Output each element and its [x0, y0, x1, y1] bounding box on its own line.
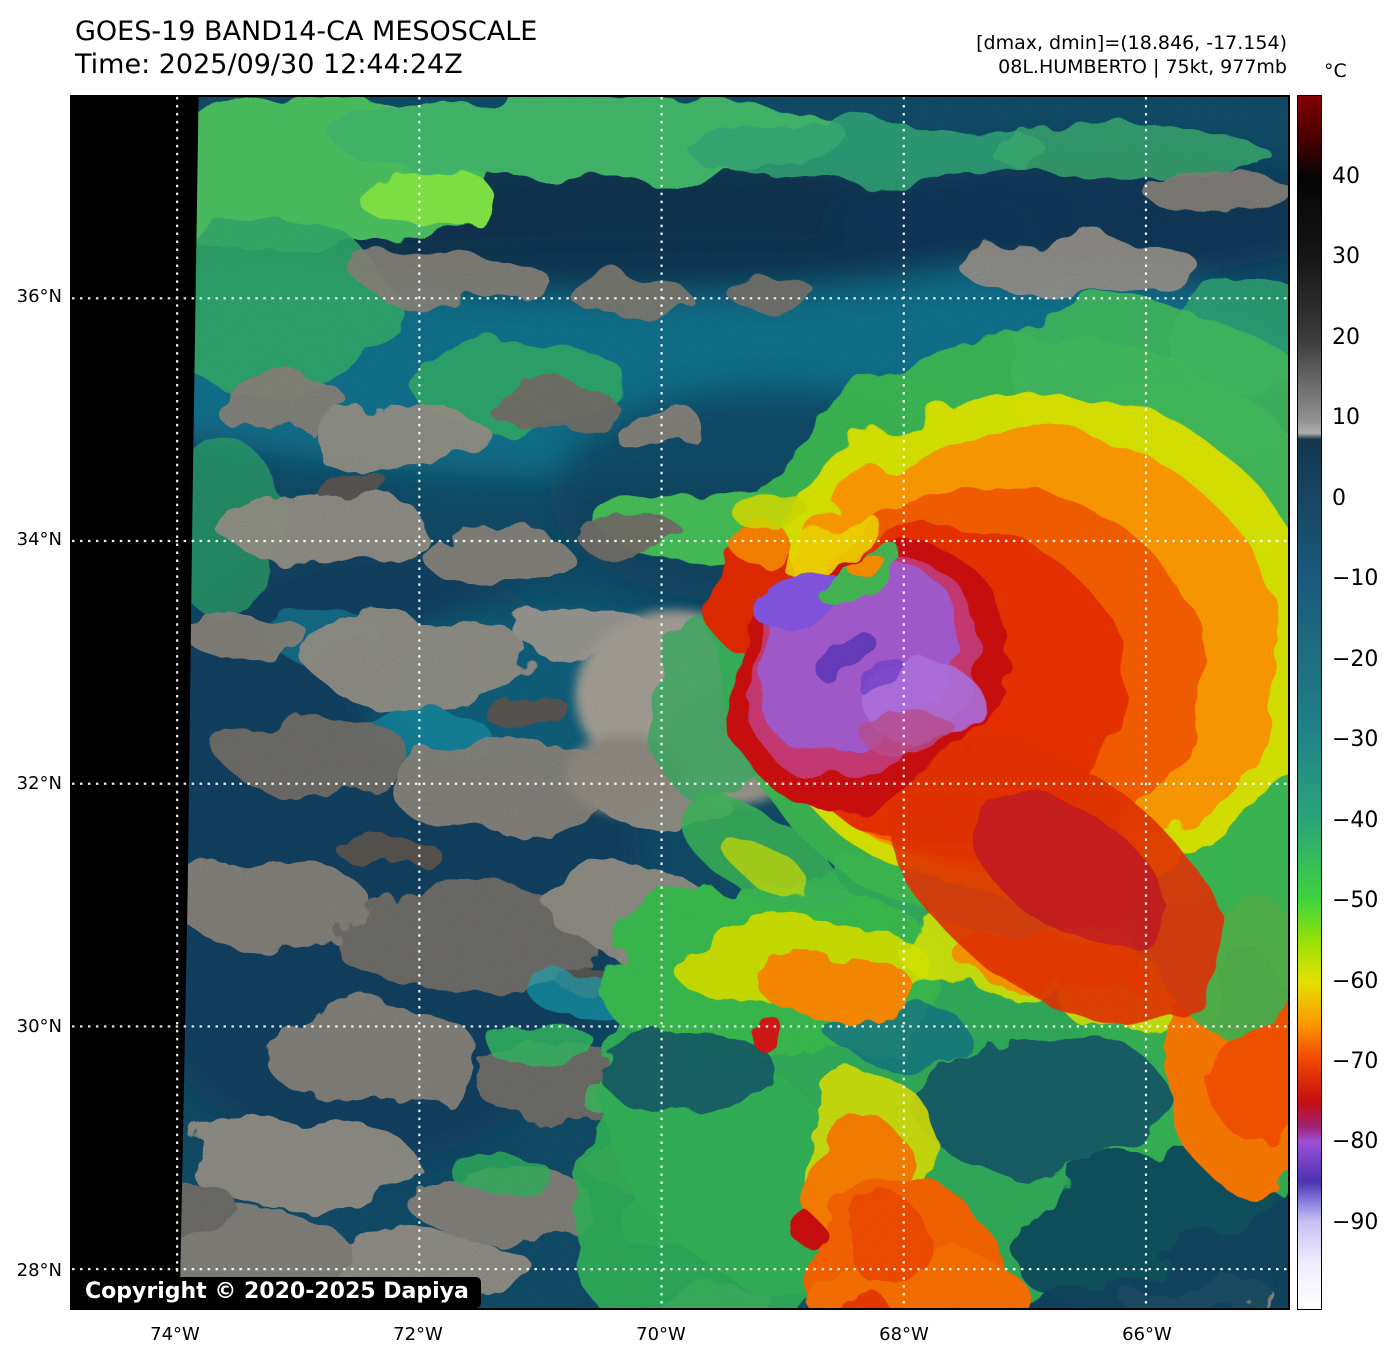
cbar-tick-30: 30	[1332, 244, 1360, 269]
colorbar-unit-label: °C	[1324, 60, 1347, 82]
sensor-grain-overlay	[72, 97, 1288, 1308]
lat-tick-34n: 34°N	[16, 529, 62, 550]
cbar-tick-m20: −20	[1332, 647, 1379, 672]
storm-annotation: 08L.HUMBERTO | 75kt, 977mb	[998, 56, 1287, 78]
cbar-tick-40: 40	[1332, 164, 1360, 189]
cbar-tick-10: 10	[1332, 405, 1360, 430]
lat-tick-30n: 30°N	[16, 1016, 62, 1037]
satellite-map-canvas	[70, 95, 1290, 1310]
cbar-tick-m80: −80	[1332, 1129, 1379, 1154]
cbar-tick-m70: −70	[1332, 1049, 1379, 1074]
cbar-tick-m10: −10	[1332, 566, 1379, 591]
lon-tick-74w: 74°W	[150, 1324, 200, 1345]
cbar-tick-m90: −90	[1332, 1210, 1379, 1235]
lon-tick-70w: 70°W	[636, 1324, 686, 1345]
image-timestamp: Time: 2025/09/30 12:44:24Z	[75, 49, 463, 80]
satellite-image	[72, 97, 1288, 1308]
lat-tick-36n: 36°N	[16, 286, 62, 307]
lat-tick-28n: 28°N	[16, 1260, 62, 1281]
cbar-tick-0: 0	[1332, 486, 1346, 511]
cbar-tick-20: 20	[1332, 325, 1360, 350]
image-title: GOES-19 BAND14-CA MESOSCALE	[75, 16, 538, 47]
cbar-tick-m50: −50	[1332, 888, 1379, 913]
dmax-dmin-annotation: [dmax, dmin]=(18.846, -17.154)	[976, 32, 1287, 54]
no-data-black-strip	[72, 97, 199, 1308]
annotation-block: [dmax, dmin]=(18.846, -17.154) 08L.HUMBE…	[976, 31, 1287, 79]
cbar-tick-m60: −60	[1332, 969, 1379, 994]
colorbar-gradient	[1297, 95, 1322, 1310]
lon-tick-72w: 72°W	[393, 1324, 443, 1345]
lon-tick-66w: 66°W	[1122, 1324, 1172, 1345]
lon-tick-68w: 68°W	[879, 1324, 929, 1345]
cbar-tick-m40: −40	[1332, 808, 1379, 833]
cbar-tick-m30: −30	[1332, 727, 1379, 752]
copyright-badge: Copyright © 2020-2025 Dapiya	[73, 1277, 481, 1308]
lat-tick-32n: 32°N	[16, 773, 62, 794]
